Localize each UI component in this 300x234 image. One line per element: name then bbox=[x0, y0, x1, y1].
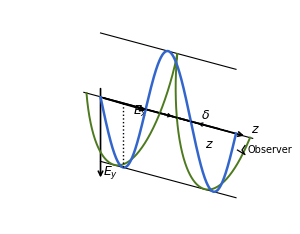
Text: $E_y$: $E_y$ bbox=[103, 164, 118, 181]
Text: $z$: $z$ bbox=[251, 123, 260, 136]
Text: $z$: $z$ bbox=[205, 138, 214, 151]
Text: $E_x$: $E_x$ bbox=[133, 104, 148, 119]
Text: $\delta$: $\delta$ bbox=[201, 109, 210, 122]
Text: Observer: Observer bbox=[248, 145, 292, 155]
